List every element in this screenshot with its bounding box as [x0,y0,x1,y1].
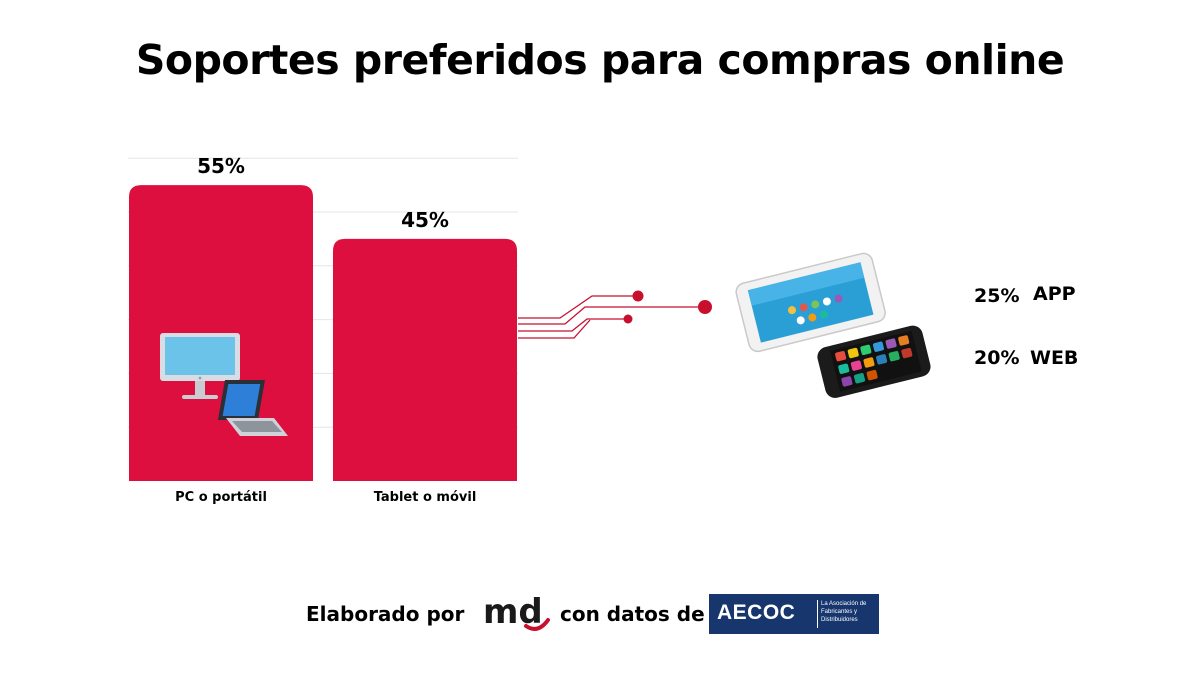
connector-line [518,318,628,332]
with-data-text: con datos de [560,602,705,626]
bar-labels: 55% PC o portátil 45% Tablet o móvil [175,154,476,505]
connector-line [518,319,591,339]
category-label: Tablet o móvil [374,490,477,505]
connector-line [518,295,638,319]
app-value-label: 25% [974,285,1020,307]
connector-dot [698,300,712,314]
bar [333,238,517,481]
md-logo-text: md [483,592,543,632]
bar-chart: 55% PC o portátil 45% Tablet o móvil [128,154,931,505]
connector-line [518,306,705,325]
made-by-text: Elaborado por [306,602,465,626]
desktop-laptop-icon [160,333,288,436]
aecoc-separator [817,600,818,628]
breakdown-connector [518,290,712,339]
md-logo: md [483,592,550,632]
app-label: APP [1033,283,1076,305]
web-label: WEB [1030,347,1079,369]
web-value-label: 20% [974,347,1020,369]
tablet-smartphone-icon [735,252,931,398]
bar-value-label: 45% [401,208,449,232]
category-label: PC o portátil [175,490,267,505]
connector-dot [623,314,633,324]
aecoc-tagline: La Asociación de Fabricantes y Distribui… [821,601,867,623]
bar-value-label: 55% [197,154,245,178]
chart-title: Soportes preferidos para compras online [135,36,1065,84]
aecoc-name: AECOC [717,601,796,624]
footer-credits: Elaborado por md con datos de AECOC La A… [0,590,1200,640]
aecoc-logo: AECOC La Asociación de Fabricantes y Dis… [709,594,879,634]
connector-dot [632,290,644,302]
